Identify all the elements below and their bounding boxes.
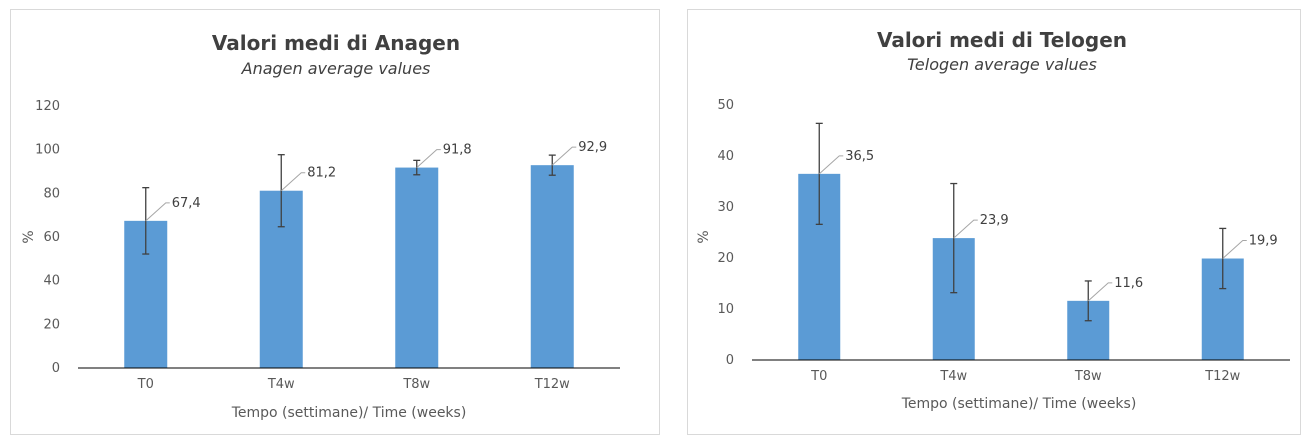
data-label-leader xyxy=(1087,282,1113,302)
x-tick-label: T12w xyxy=(534,377,570,392)
y-tick-label: 100 xyxy=(35,143,60,158)
chart-subtitle: Telogen average values xyxy=(907,55,1097,74)
telogen-chart-panel: Valori medi di Telogen Telogen average v… xyxy=(687,9,1301,435)
data-label-leader xyxy=(280,172,306,192)
data-label: 91,8 xyxy=(443,143,472,158)
y-tick-label: 30 xyxy=(717,200,734,215)
y-tick-label: 40 xyxy=(717,149,734,164)
data-label-leader xyxy=(1222,240,1247,259)
x-tick-label: T4w xyxy=(939,369,967,384)
bar xyxy=(395,167,439,368)
data-label: 11,6 xyxy=(1114,276,1143,291)
y-tick-label: 50 xyxy=(717,98,734,113)
y-tick-label: 80 xyxy=(43,186,60,201)
data-label-leader xyxy=(953,219,978,239)
x-tick-label: T8w xyxy=(1074,369,1102,384)
x-tick-label: T12w xyxy=(1204,369,1240,384)
y-tick-label: 120 xyxy=(35,99,60,114)
y-tick-label: 10 xyxy=(717,302,734,317)
data-label-leader xyxy=(145,202,170,222)
y-tick-label: 0 xyxy=(52,361,60,376)
chart-title: Valori medi di Telogen xyxy=(877,28,1127,52)
x-tick-label: T4w xyxy=(267,377,295,392)
telogen-chart: Valori medi di Telogen Telogen average v… xyxy=(696,28,1290,412)
data-label: 67,4 xyxy=(172,196,201,211)
anagen-chart: Valori medi di Anagen Anagen average val… xyxy=(21,31,620,421)
y-tick-label: 20 xyxy=(717,251,734,266)
y-axis-label: % xyxy=(696,230,712,243)
y-tick-label: 60 xyxy=(43,230,60,245)
data-label: 81,2 xyxy=(307,166,336,181)
chart-subtitle: Anagen average values xyxy=(241,59,431,78)
anagen-chart-panel: Valori medi di Anagen Anagen average val… xyxy=(10,9,660,435)
data-label: 23,9 xyxy=(980,213,1009,228)
x-tick-label: T0 xyxy=(810,369,827,384)
data-label-leader xyxy=(818,155,844,175)
y-tick-label: 0 xyxy=(726,353,734,368)
data-label-leader xyxy=(416,149,441,168)
y-axis-label: % xyxy=(21,230,37,243)
y-tick-label: 20 xyxy=(43,317,60,332)
data-label: 92,9 xyxy=(578,140,607,155)
data-label-leader xyxy=(551,146,577,166)
chart-title: Valori medi di Anagen xyxy=(212,31,460,55)
x-axis-label: Tempo (settimane)/ Time (weeks) xyxy=(231,405,467,421)
x-tick-label: T8w xyxy=(402,377,430,392)
x-tick-label: T0 xyxy=(137,377,154,392)
data-label: 36,5 xyxy=(845,149,874,164)
y-tick-label: 40 xyxy=(43,274,60,289)
bar xyxy=(530,165,574,368)
x-axis-label: Tempo (settimane)/ Time (weeks) xyxy=(901,396,1137,412)
data-label: 19,9 xyxy=(1249,234,1278,249)
